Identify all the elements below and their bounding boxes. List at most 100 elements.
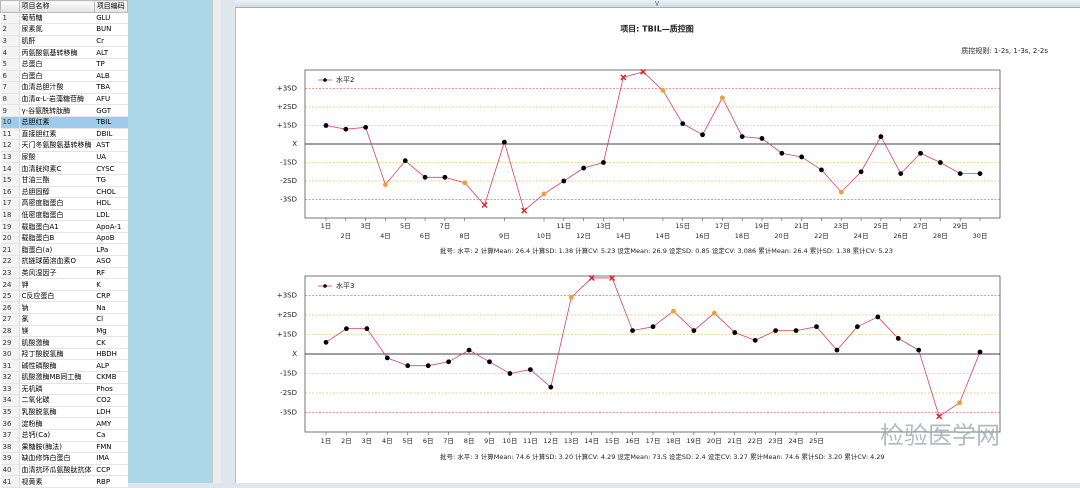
y-tick-label: -2SD — [280, 389, 297, 397]
table-row[interactable]: 8 血清α-L-岩藻糖苷酶 AFU — [0, 93, 128, 106]
item-code: ApoA-1 — [94, 220, 128, 233]
table-row[interactable]: 3 肌酐 Cr — [0, 35, 128, 48]
row-number: 33 — [0, 383, 20, 396]
point — [878, 134, 884, 140]
x-tick-label: 25日 — [809, 437, 824, 445]
row-number: 37 — [0, 429, 20, 442]
table-row[interactable]: 37 总钙(Ca) Ca — [0, 429, 128, 442]
table-row[interactable]: 5 总蛋白 TP — [0, 58, 128, 71]
item-name: 丙氨酸氨基转移酶 — [19, 46, 95, 59]
table-row[interactable]: 14 血清胱抑素C CYSC — [0, 162, 128, 175]
x-tick-label: 4日 — [380, 232, 391, 240]
table-row[interactable]: 12 天门冬氨酸氨基转移酶 AST — [0, 139, 128, 152]
row-number: 5 — [0, 58, 20, 71]
item-name: 类风湿因子 — [19, 267, 95, 280]
table-row[interactable]: 35 乳酸脱氢酶 LDH — [0, 406, 128, 419]
table-row[interactable]: 32 肌酸激酶MB同工酶 CKMB — [0, 371, 128, 384]
item-code: Mg — [94, 325, 128, 338]
point — [854, 324, 860, 330]
table-row[interactable]: 39 缺血修饰白蛋白 IMA — [0, 452, 128, 465]
item-name: 总钙(Ca) — [19, 429, 95, 442]
table-row[interactable]: 15 甘油三酯 TG — [0, 174, 128, 187]
table-row[interactable]: 11 直接胆红素 DBIL — [0, 128, 128, 141]
x-tick-label: 14日 — [584, 437, 599, 445]
point — [957, 171, 963, 177]
x-tick-label: 12日 — [543, 437, 558, 445]
x-tick-label: 10日 — [503, 437, 518, 445]
item-code: GGT — [94, 104, 128, 117]
x-tick-label: 26日 — [893, 232, 908, 240]
item-name: 肌酸激酶MB同工酶 — [19, 371, 95, 384]
table-row[interactable]: 16 总胆固醇 CHOL — [0, 186, 128, 199]
table-row[interactable]: 34 二氧化碳 CO2 — [0, 394, 128, 407]
table-row[interactable]: 26 钠 Na — [0, 301, 128, 315]
table-row[interactable]: 23 类风湿因子 RF — [0, 267, 128, 280]
table-row[interactable]: 29 肌酸激酶 CK — [0, 336, 128, 349]
item-name: 葡萄糖 — [19, 12, 95, 25]
x-tick-label: 23日 — [834, 222, 849, 230]
table-row[interactable]: 2 尿素氮 BUN — [0, 23, 128, 36]
item-name: 缺血修饰白蛋白 — [19, 452, 95, 465]
x-tick-label: 20日 — [707, 437, 722, 445]
table-row[interactable]: 28 镁 Mg — [0, 325, 128, 338]
table-row[interactable]: 9 γ-谷氨酰转肽酶 GGT — [0, 104, 128, 117]
item-name: 二氧化碳 — [19, 394, 95, 407]
y-tick-label: +3SD — [277, 292, 297, 300]
item-name: 载脂蛋白B — [19, 232, 95, 245]
collapse-toggle[interactable]: V — [655, 1, 660, 8]
item-code: CK — [94, 336, 128, 349]
table-row[interactable]: 6 白蛋白 ALB — [0, 70, 128, 83]
item-name: 肌酐 — [19, 35, 95, 48]
point — [779, 150, 785, 156]
table-row[interactable]: 21 脂蛋白(a) LPa — [0, 243, 128, 257]
legend-label: 水平3 — [336, 281, 354, 290]
row-number: 27 — [0, 313, 20, 326]
x-tick-label: 2日 — [340, 232, 351, 240]
x-tick-label: 5日 — [400, 222, 411, 230]
table-row[interactable]: 33 无机磷 Phos — [0, 383, 128, 396]
table-row[interactable]: 10 总胆红素 TBIL — [0, 116, 128, 129]
table-row[interactable]: 18 低密度脂蛋白 LDL — [0, 209, 128, 222]
point — [609, 274, 616, 281]
table-row[interactable]: 24 钾 K — [0, 278, 128, 291]
item-code: IMA — [94, 452, 128, 465]
y-tick-label: -1SD — [280, 370, 297, 378]
table-row[interactable]: 13 尿酸 UA — [0, 151, 128, 164]
item-code: CO2 — [94, 394, 128, 407]
row-number: 28 — [0, 325, 20, 338]
x-tick-label: 17日 — [715, 222, 730, 230]
table-row[interactable]: 22 抗链球菌溶血素O ASO — [0, 255, 128, 268]
item-code: ALT — [94, 46, 128, 59]
table-row[interactable]: 38 果糖胺(酶法) FMN — [0, 441, 128, 454]
row-number: 1 — [0, 12, 20, 25]
item-code: CKMB — [94, 371, 128, 384]
splitter[interactable] — [212, 0, 221, 483]
row-number: 3 — [0, 35, 20, 48]
table-row[interactable]: 27 氯 Cl — [0, 313, 128, 326]
table-row[interactable]: 40 血清抗环瓜氨酸肽抗体 CCP — [0, 464, 128, 477]
collapse-bar[interactable] — [235, 0, 1080, 8]
table-row[interactable]: 36 淀粉酶 AMY — [0, 417, 128, 430]
table-row[interactable]: 1 葡萄糖 GLU — [0, 12, 128, 25]
table-row[interactable]: 31 碱性磷酸酶 ALP — [0, 359, 128, 372]
column-header[interactable]: 项目编码 — [93, 0, 129, 13]
item-name: 尿素氮 — [19, 23, 95, 36]
item-code: TP — [94, 58, 128, 71]
x-tick-label: 7日 — [443, 437, 454, 445]
table-row[interactable]: 7 血清总胆汁酸 TBA — [0, 81, 128, 94]
table-row[interactable]: 30 羟丁酸脱氢酶 HBDH — [0, 348, 128, 361]
x-tick-label: 22日 — [748, 437, 763, 445]
point — [691, 328, 697, 333]
table-row[interactable]: 17 高密度脂蛋白 HDL — [0, 197, 128, 210]
table-row[interactable]: 4 丙氨酸氨基转移酶 ALT — [0, 46, 128, 59]
table-row[interactable]: 20 载脂蛋白B ApoB — [0, 232, 128, 245]
point — [711, 310, 717, 316]
point — [588, 274, 595, 281]
table-row[interactable]: 19 载脂蛋白A1 ApoA-1 — [0, 220, 128, 233]
table-row[interactable]: 25 C反应蛋白 CRP — [0, 290, 128, 303]
row-number: 30 — [0, 348, 20, 361]
point — [402, 158, 408, 164]
item-code: LPa — [94, 243, 128, 257]
item-name: 总蛋白 — [19, 58, 95, 71]
item-name: 直接胆红素 — [19, 128, 95, 141]
